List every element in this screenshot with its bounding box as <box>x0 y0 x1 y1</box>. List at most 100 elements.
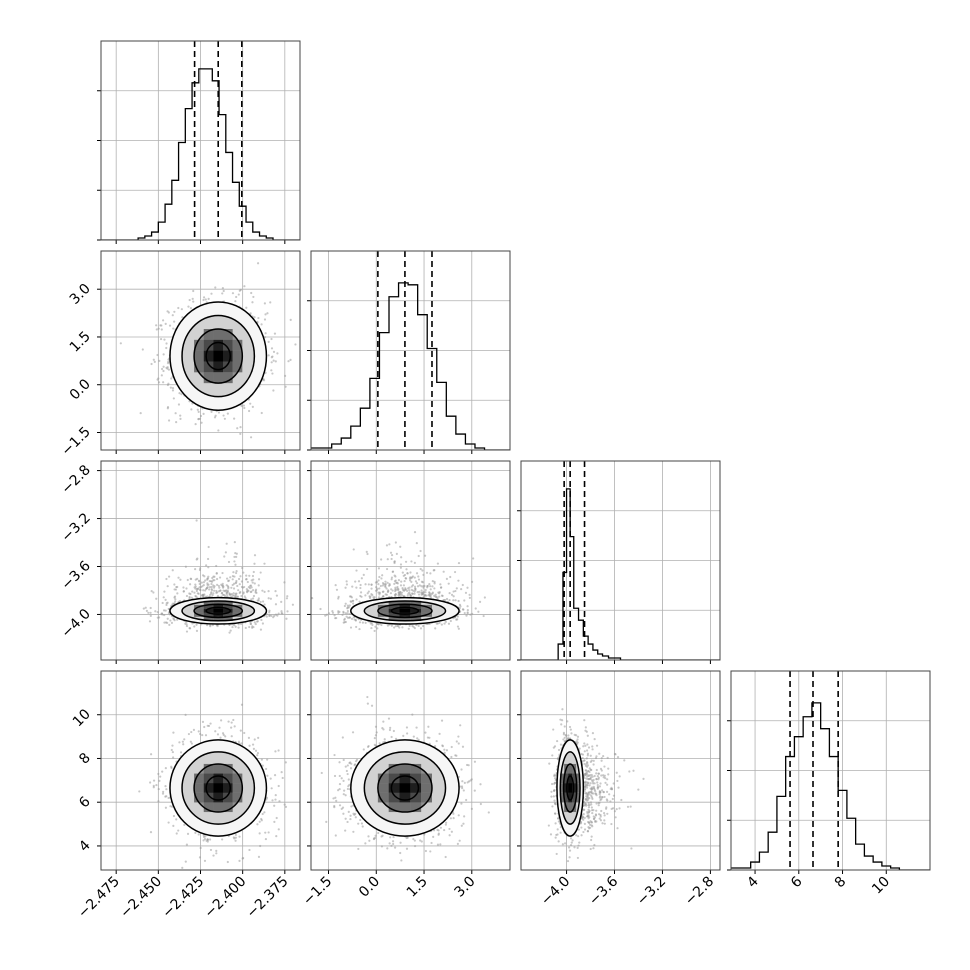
scatter-point <box>261 589 264 592</box>
scatter-point <box>417 575 420 578</box>
scatter-point <box>416 585 420 588</box>
scatter-point <box>221 292 224 295</box>
scatter-point <box>371 623 374 626</box>
scatter-point <box>166 362 170 365</box>
scatter-point <box>272 359 275 362</box>
scatter-point <box>226 412 229 415</box>
scatter-point <box>165 342 168 345</box>
scatter-point <box>213 579 216 582</box>
scatter-point <box>253 554 257 557</box>
scatter-point <box>213 575 216 578</box>
panel-frame <box>520 460 721 661</box>
scatter-point <box>211 593 214 597</box>
scatter-point <box>422 586 425 589</box>
scatter-point <box>364 583 367 586</box>
scatter-point <box>172 327 175 330</box>
scatter-point <box>417 554 420 558</box>
scatter-point <box>257 599 260 602</box>
scatter-point <box>444 620 447 623</box>
scatter-point <box>256 262 260 265</box>
scatter-point <box>423 594 427 597</box>
scatter-point <box>449 575 452 579</box>
scatter-point <box>251 588 255 592</box>
density-cell <box>223 612 233 617</box>
scatter-point <box>234 563 237 566</box>
scatter-point <box>221 586 225 589</box>
scatter-point <box>227 560 231 564</box>
scatter-point <box>199 567 202 570</box>
scatter-point <box>189 307 193 310</box>
scatter-point <box>410 594 413 598</box>
scatter-point <box>367 583 370 586</box>
scatter-point <box>394 579 397 582</box>
scatter-point <box>348 616 352 619</box>
scatter-point <box>374 581 378 584</box>
scatter-point <box>163 613 166 617</box>
scatter-point <box>222 414 225 417</box>
scatter-point <box>386 590 389 594</box>
scatter-point <box>405 568 408 571</box>
scatter-point <box>254 591 257 594</box>
scatter-point <box>145 609 149 612</box>
scatter-point <box>443 622 446 625</box>
scatter-point <box>416 591 419 594</box>
scatter-point <box>222 289 225 293</box>
density-cell <box>232 361 243 373</box>
scatter-point <box>215 852 218 855</box>
panel-frame <box>310 460 511 661</box>
scatter-point <box>256 754 259 757</box>
scatter-point <box>167 311 170 314</box>
scatter-point <box>221 571 224 575</box>
scatter-point <box>268 614 271 617</box>
density-cell <box>399 600 411 605</box>
scatter-point <box>142 607 145 610</box>
scatter-point <box>380 623 383 627</box>
scatter-point <box>424 588 427 592</box>
scatter-point <box>188 583 192 586</box>
scatter-point <box>204 579 207 582</box>
scatter-point <box>366 552 369 556</box>
scatter-point <box>251 574 255 578</box>
scatter-point <box>344 602 347 605</box>
contour-3 <box>350 596 460 625</box>
scatter-point <box>386 558 389 561</box>
scatter-point <box>410 580 413 584</box>
scatter-point <box>415 542 418 545</box>
density-cell <box>203 612 214 617</box>
scatter-point <box>358 627 361 631</box>
scatter-point <box>207 583 210 586</box>
scatter-point <box>454 589 457 593</box>
scatter-point <box>343 604 346 608</box>
scatter-point <box>202 584 205 587</box>
scatter-point <box>185 624 189 628</box>
scatter-point <box>172 617 175 620</box>
scatter-point <box>155 324 158 327</box>
scatter-point <box>234 300 237 303</box>
scatter-point <box>418 590 421 593</box>
histogram-3 <box>731 702 930 870</box>
scatter-point <box>380 558 383 561</box>
scatter-point <box>253 316 256 319</box>
scatter-point <box>466 586 469 589</box>
scatter-point <box>183 823 186 826</box>
density-cell <box>388 600 400 605</box>
scatter-point <box>399 566 402 569</box>
scatter-point <box>436 622 439 625</box>
scatter-point <box>457 579 460 582</box>
scatter-point <box>169 619 172 622</box>
scatter-point <box>380 577 383 580</box>
scatter-point <box>249 402 252 405</box>
scatter-point <box>452 595 455 598</box>
scatter-point <box>429 588 432 591</box>
density-cell <box>223 600 233 605</box>
scatter-point <box>390 578 393 581</box>
scatter-point <box>384 580 387 583</box>
scatter-point <box>274 603 278 606</box>
scatter-point <box>385 544 389 547</box>
scatter-point <box>348 604 351 607</box>
scatter-point <box>445 577 449 580</box>
scatter-point <box>167 368 171 371</box>
scatter-point <box>247 409 251 413</box>
scatter-point <box>182 586 185 589</box>
scatter-point <box>267 354 270 357</box>
